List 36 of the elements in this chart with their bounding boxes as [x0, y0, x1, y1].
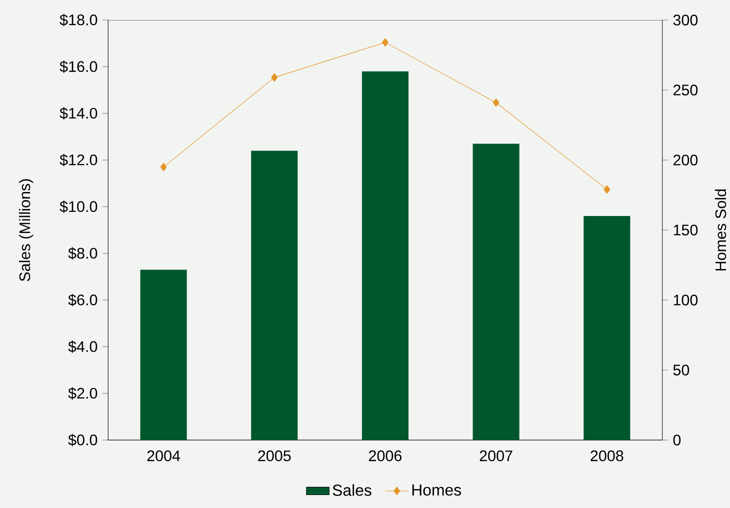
y-tick-label: $6.0 [68, 294, 98, 306]
x-tick-label: 2007 [480, 450, 512, 462]
y2-tick-label: 50 [673, 364, 690, 376]
bar [362, 71, 409, 440]
y-tick-label: $18.0 [60, 14, 98, 26]
point [160, 162, 167, 172]
point [492, 98, 500, 107]
point [271, 73, 278, 82]
y-tick-label: $4.0 [68, 340, 98, 353]
y2-tick-label: 0 [673, 434, 681, 446]
y-tick-label: $10.0 [60, 200, 98, 213]
y2-tick-label: 200 [673, 154, 698, 166]
y2-tick-label: 100 [674, 294, 698, 306]
x-tick-label: 2005 [258, 450, 291, 462]
y2-axis-title: Homes Sold [714, 189, 726, 270]
y-tick-label: $0.0 [68, 434, 98, 446]
y-tick-label: $8.0 [68, 247, 98, 260]
bar [140, 270, 187, 440]
y-tick-label: $16.0 [60, 60, 98, 73]
y-tick-label: $14.0 [60, 107, 98, 120]
y2-tick-label: 250 [673, 84, 698, 96]
y-tick-label: $12.0 [60, 154, 98, 166]
point [604, 185, 610, 194]
y2-tick-label: 150 [674, 224, 698, 236]
bar [472, 144, 520, 440]
y-axis-title: Sales (Millions) [18, 179, 34, 282]
point [382, 38, 388, 47]
y-tick-label: $2.0 [68, 387, 98, 400]
x-tick-label: 2004 [147, 450, 180, 462]
bar [584, 216, 630, 440]
legend-label: Sales [332, 484, 372, 496]
legend-label: Homes [412, 484, 462, 496]
y2-tick-label: 300 [673, 14, 698, 26]
x-tick-label: 2006 [369, 450, 402, 462]
x-tick-label: 2008 [590, 450, 624, 462]
bar [251, 150, 298, 440]
